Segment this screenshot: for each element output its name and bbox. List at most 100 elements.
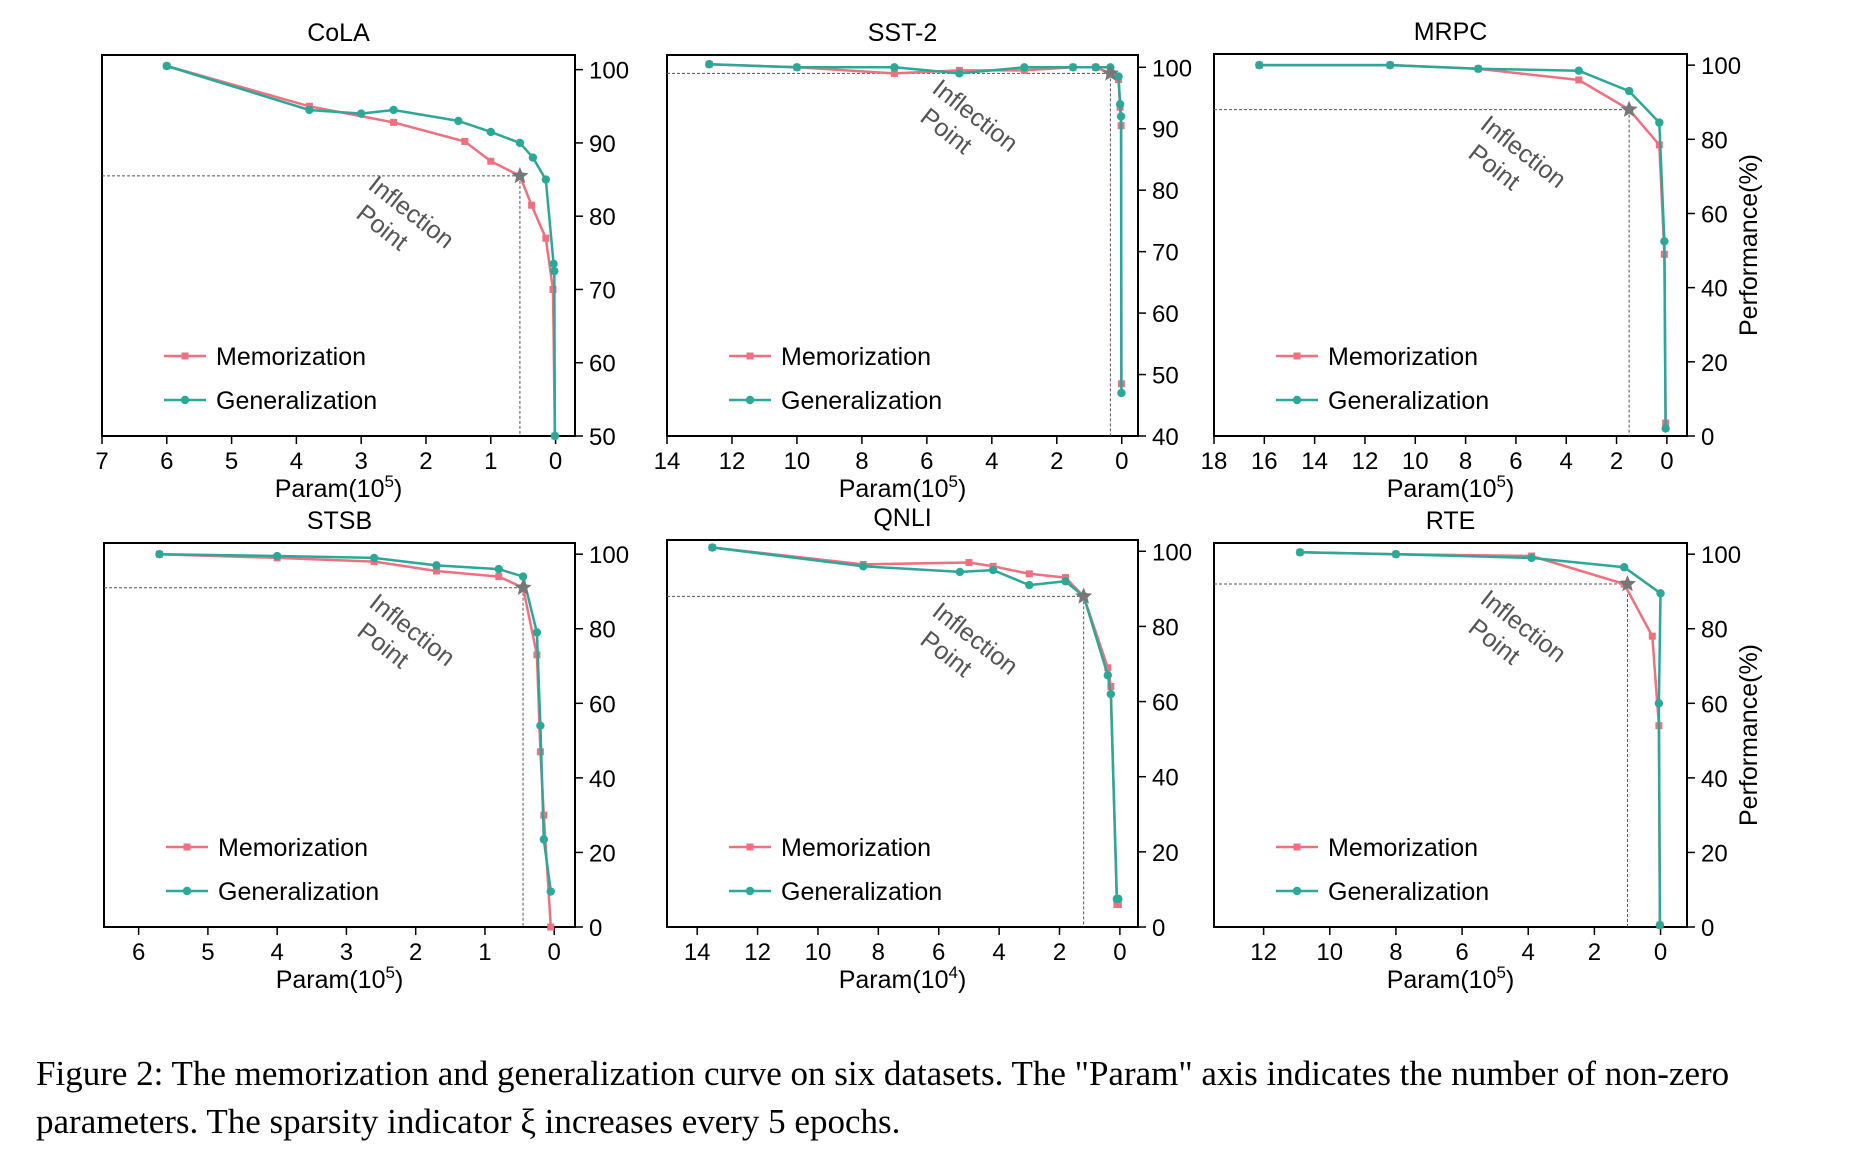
legend-label-memorization: Memorization	[781, 834, 931, 862]
y-tick-label: 100	[1152, 539, 1192, 566]
legend-label-generalization: Generalization	[781, 878, 942, 906]
memorization-point	[1648, 632, 1656, 640]
x-tick-label: 5	[225, 448, 238, 475]
chart-title: MRPC	[1414, 18, 1488, 46]
y-tick-label: 80	[1152, 178, 1179, 205]
x-tick-label: 4	[290, 448, 303, 475]
generalization-point	[272, 551, 282, 561]
x-tick-label: 2	[419, 448, 432, 475]
y-tick-label: 20	[1152, 840, 1179, 867]
y-tick-label: 80	[1701, 617, 1728, 644]
generalization-point	[162, 61, 171, 71]
x-tick-label: 18	[1201, 448, 1228, 475]
x-axis-label: Param(105)	[839, 472, 967, 503]
generalization-point	[1025, 580, 1034, 590]
x-tick-label: 2	[1610, 448, 1623, 475]
legend-marker	[183, 843, 191, 851]
generalization-point	[432, 561, 441, 570]
inflection-point-label: InflectionPoint	[909, 74, 1024, 181]
generalization-point	[1661, 424, 1670, 433]
generalization-point	[1574, 66, 1584, 75]
generalization-point	[1114, 72, 1123, 81]
plot-frame	[1213, 53, 1688, 437]
inflection-point-label: InflectionPoint	[909, 597, 1024, 704]
generalization-point	[1091, 63, 1100, 72]
y-axis-label: Performance(%)	[1735, 644, 1763, 826]
memorization-point	[542, 234, 550, 242]
generalization-point	[1391, 549, 1401, 559]
generalization-point	[1020, 63, 1029, 72]
x-tick-label: 5	[201, 939, 214, 966]
y-tick-label: 50	[589, 424, 616, 451]
generalization-point	[1115, 99, 1125, 109]
inflection-star	[511, 166, 529, 184]
generalization-point	[1660, 237, 1669, 246]
generalization-point	[1295, 548, 1305, 557]
x-tick-label: 7	[95, 448, 108, 475]
generalization-point	[155, 549, 164, 559]
y-axis-label: Performance(%)	[1735, 154, 1763, 336]
x-tick-label: 12	[719, 448, 746, 475]
generalization-point	[550, 431, 560, 441]
generalization-point	[705, 60, 714, 69]
generalization-point	[792, 63, 802, 72]
memorization-point	[1025, 570, 1033, 578]
generalization-point	[1116, 112, 1126, 121]
x-tick-label: 4	[1560, 448, 1573, 475]
generalization-point	[1114, 894, 1123, 904]
y-tick-label: 20	[589, 840, 616, 867]
generalization-point	[550, 266, 559, 276]
x-tick-label: 2	[1588, 939, 1601, 966]
generalization-point	[389, 105, 398, 115]
y-tick-label: 100	[1152, 55, 1192, 82]
memorization-point	[1575, 76, 1583, 84]
y-tick-label: 40	[1152, 765, 1179, 792]
generalization-point	[536, 721, 545, 730]
generalization-point	[955, 69, 964, 78]
x-axis-label: Param(105)	[1387, 963, 1515, 994]
x-tick-label: 3	[340, 939, 353, 966]
x-tick-label: 4	[1522, 939, 1535, 966]
y-tick-label: 80	[1701, 127, 1728, 154]
legend-label-memorization: Memorization	[1328, 834, 1478, 862]
memorization-point	[890, 69, 898, 77]
generalization-point	[305, 105, 314, 115]
chart-title: CoLA	[307, 19, 370, 47]
generalization-point	[1624, 86, 1634, 96]
memorization-point	[1114, 900, 1122, 908]
legend-label-generalization: Generalization	[781, 387, 942, 415]
memorization-point	[547, 923, 555, 931]
y-tick-label: 90	[589, 131, 616, 158]
generalization-point	[1068, 63, 1078, 72]
x-tick-label: 14	[684, 939, 711, 966]
y-tick-label: 40	[1152, 424, 1179, 451]
x-tick-label: 14	[654, 448, 681, 475]
generalization-point	[549, 259, 558, 269]
generalization-point	[494, 564, 504, 574]
chart-panel-cola: CoLA 7 6 5 4 3 2 1 0 50 60 70 80 90 100 Param(105) Infle…	[95, 19, 629, 503]
legend-marker	[746, 843, 754, 851]
x-tick-label: 8	[872, 939, 885, 966]
x-tick-label: 1	[484, 448, 497, 475]
x-axis-label: Param(104)	[839, 963, 967, 994]
x-tick-label: 8	[1389, 939, 1402, 966]
generalization-point	[1061, 577, 1070, 586]
generalization-point	[515, 138, 525, 148]
generalization-point	[356, 109, 366, 118]
generalization-point	[1106, 689, 1116, 699]
x-axis-label: Param(105)	[276, 963, 404, 994]
legend-label-generalization: Generalization	[218, 878, 379, 906]
x-tick-label: 8	[1459, 448, 1472, 475]
legend-label-generalization: Generalization	[216, 387, 377, 415]
y-tick-label: 70	[589, 277, 616, 304]
generalization-point	[532, 628, 542, 637]
x-tick-label: 0	[1660, 448, 1673, 475]
generalization-point	[1619, 563, 1629, 572]
x-tick-label: 3	[354, 448, 367, 475]
plot-frame	[666, 539, 1139, 928]
